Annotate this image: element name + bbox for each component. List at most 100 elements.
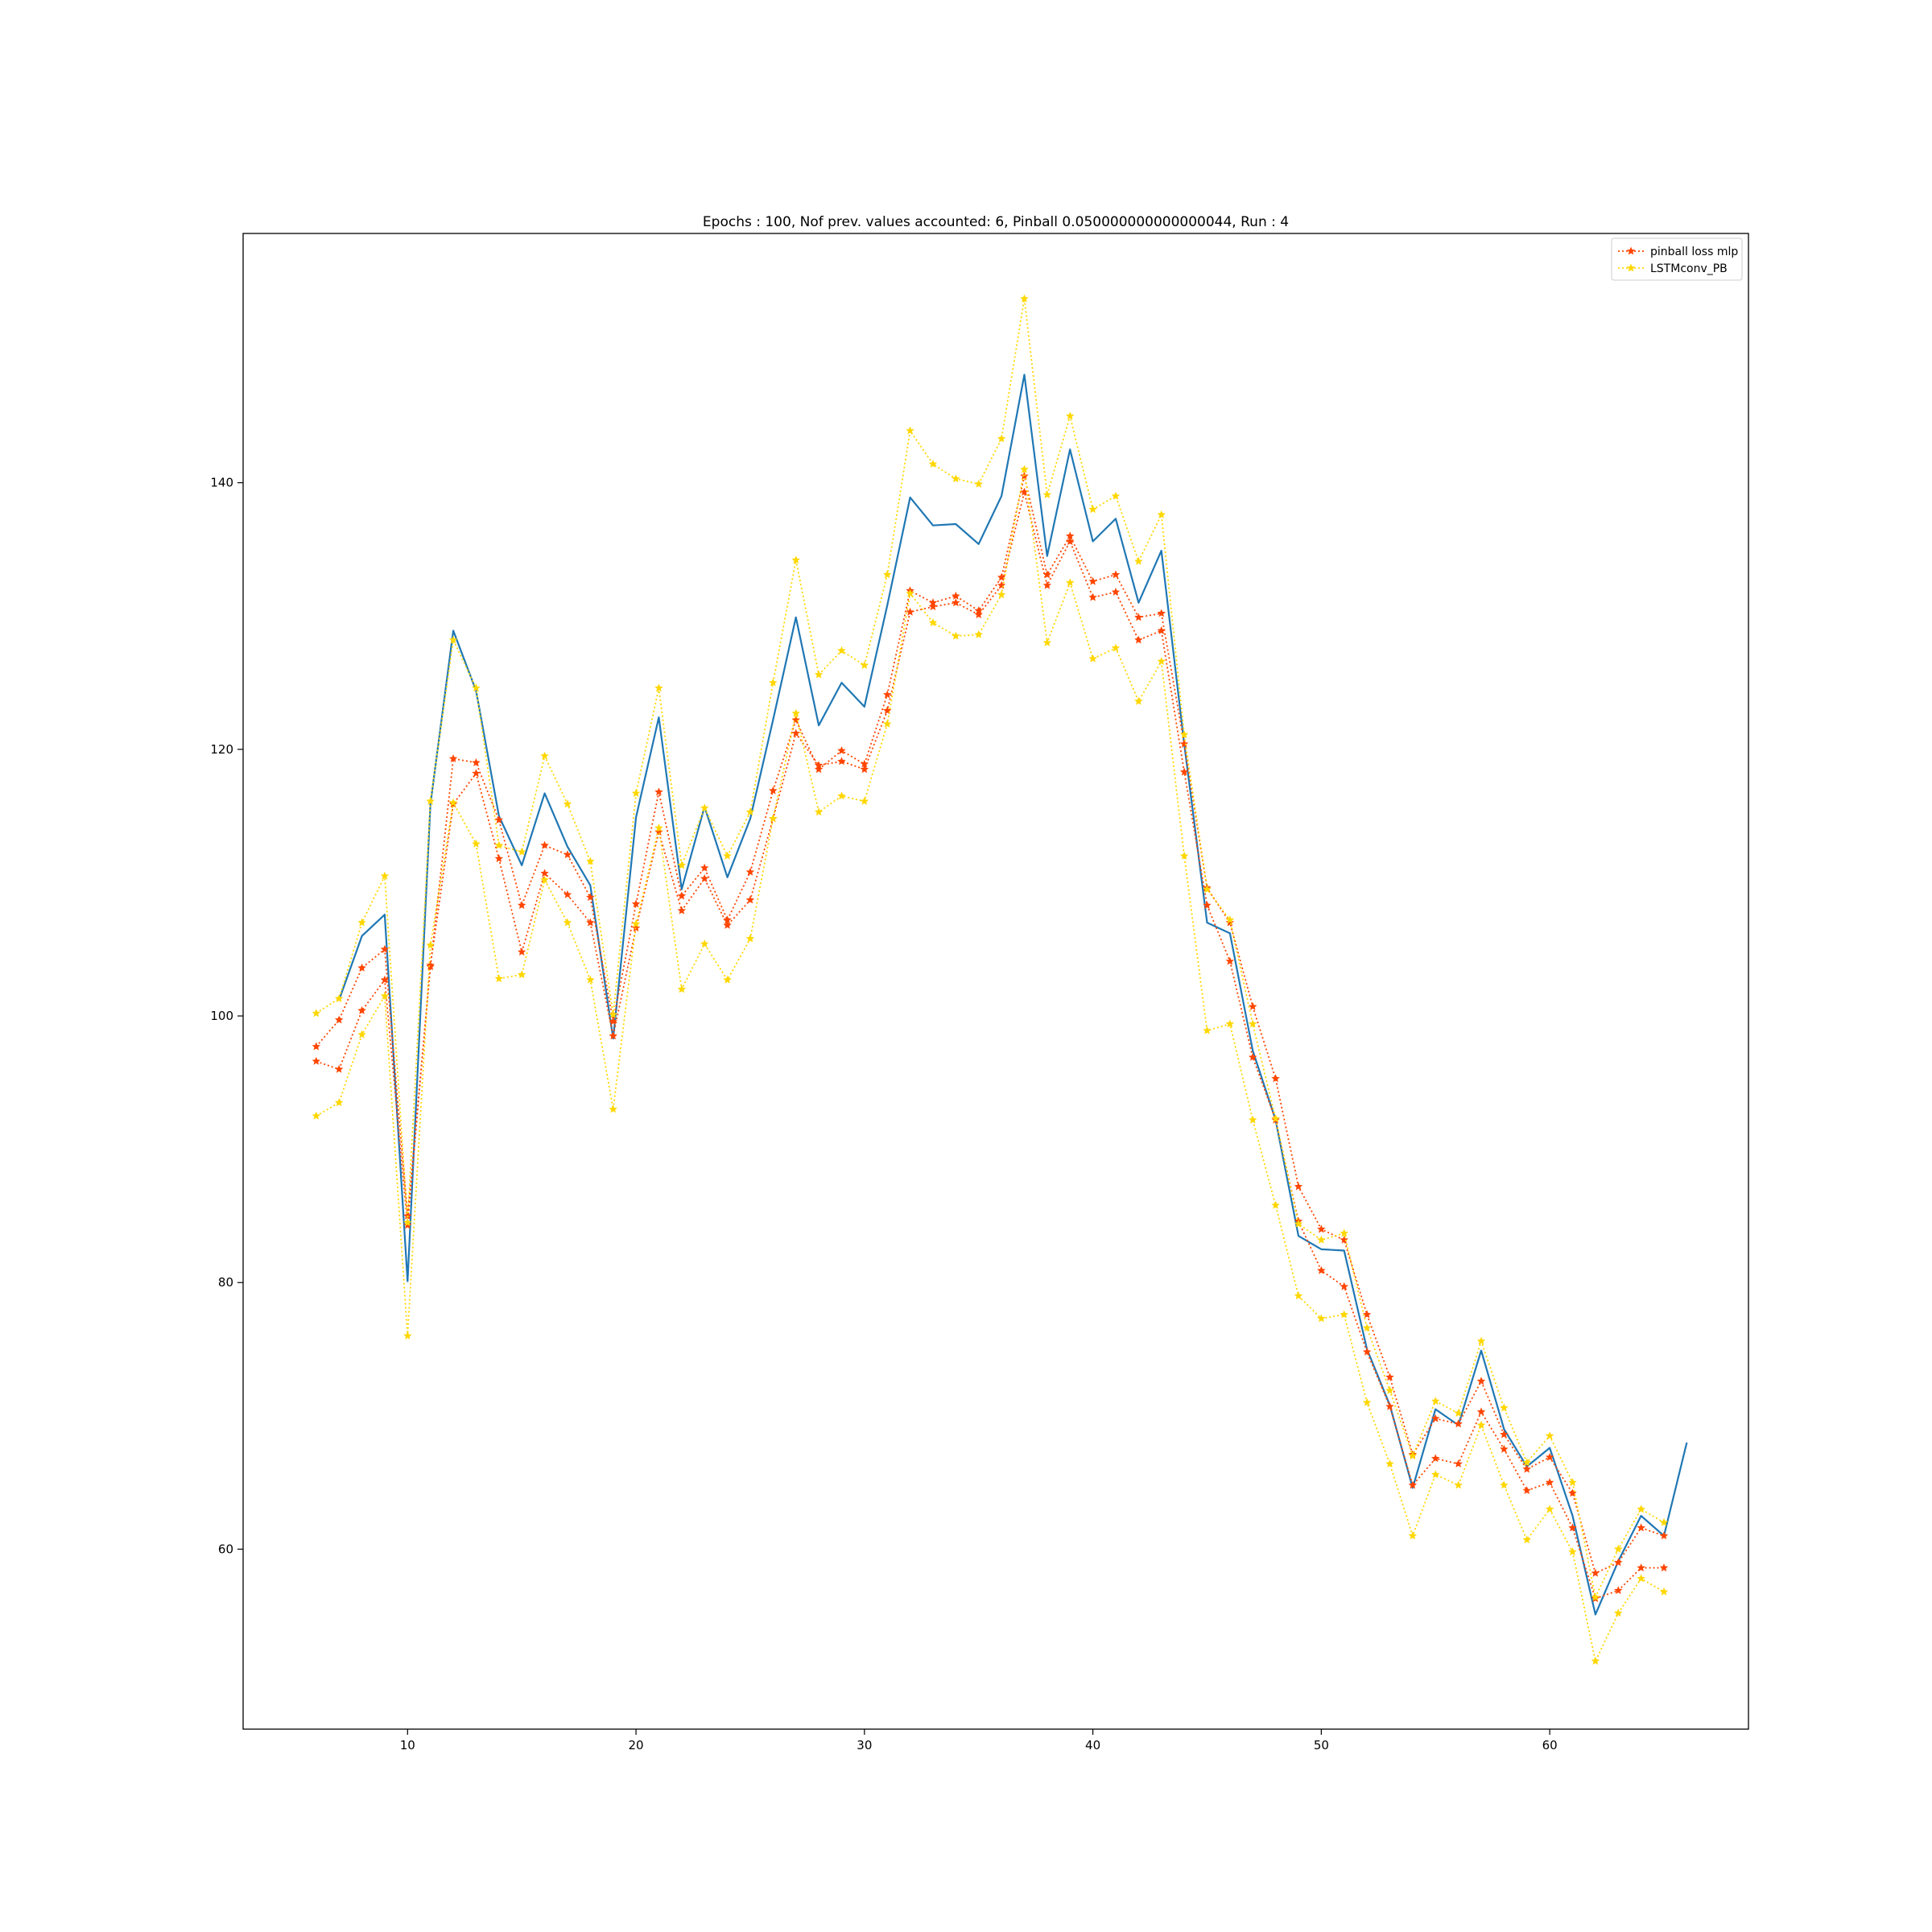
series-2-point bbox=[609, 1031, 617, 1040]
series-2-point bbox=[745, 895, 755, 904]
series-3-point bbox=[563, 799, 572, 808]
series-1-point bbox=[791, 715, 800, 724]
series-3-point bbox=[1614, 1544, 1623, 1553]
series-3-point bbox=[334, 994, 344, 1002]
series-2-point bbox=[1111, 588, 1121, 596]
series-2-point bbox=[472, 769, 481, 778]
series-2-point bbox=[312, 1056, 320, 1065]
y-tick-label: 140 bbox=[210, 476, 233, 490]
series-1-point bbox=[1111, 570, 1121, 579]
series-4-point bbox=[1476, 1420, 1486, 1429]
x-tick-label: 10 bbox=[400, 1738, 415, 1752]
series-3-point bbox=[1340, 1228, 1348, 1237]
series-3-point bbox=[1134, 556, 1143, 565]
series-4-point bbox=[1385, 1459, 1394, 1468]
series-2-line bbox=[316, 491, 1664, 1600]
series-4-point bbox=[312, 1111, 320, 1120]
series-2-point bbox=[631, 923, 641, 932]
series-2-point bbox=[1225, 956, 1235, 965]
series-4-point bbox=[494, 974, 503, 983]
series-3-point bbox=[586, 857, 595, 865]
series-1-point bbox=[837, 746, 846, 754]
series-0 bbox=[338, 374, 1688, 1616]
plot-area bbox=[312, 294, 1688, 1665]
series-3-point bbox=[1249, 1019, 1257, 1028]
series-2-point bbox=[791, 729, 800, 737]
series-2-point bbox=[654, 828, 663, 836]
series-3-point bbox=[1317, 1235, 1326, 1244]
series-4-point bbox=[769, 814, 778, 823]
series-3-point bbox=[1500, 1403, 1509, 1412]
series-2-point bbox=[1385, 1402, 1394, 1410]
series-3-point bbox=[814, 670, 824, 679]
series-1-point bbox=[1614, 1558, 1623, 1567]
series-4-point bbox=[1568, 1547, 1577, 1556]
series-2-point bbox=[1203, 901, 1212, 910]
series-1-point bbox=[540, 840, 549, 849]
x-tick-label: 40 bbox=[1085, 1738, 1100, 1752]
series-4-point bbox=[814, 807, 824, 816]
series-4-point bbox=[1591, 1657, 1600, 1665]
series-4-point bbox=[563, 918, 572, 927]
series-4-point bbox=[1545, 1505, 1554, 1513]
series-2-point bbox=[928, 602, 938, 611]
series-1-point bbox=[1454, 1419, 1463, 1428]
legend-item: pinball loss mlp bbox=[1618, 246, 1738, 258]
series-4-point bbox=[518, 970, 526, 979]
series-2-point bbox=[1637, 1563, 1645, 1572]
series-4-point bbox=[472, 839, 481, 848]
series-2-point bbox=[952, 598, 960, 607]
series-2-point bbox=[906, 607, 914, 616]
series-2-point bbox=[1545, 1478, 1554, 1487]
series-2-point bbox=[1249, 1052, 1257, 1061]
series-4 bbox=[312, 464, 1669, 1665]
series-4-point bbox=[906, 588, 914, 597]
y-tick-label: 80 bbox=[218, 1275, 233, 1290]
series-1-point bbox=[1134, 613, 1143, 621]
series-4-point bbox=[1431, 1470, 1440, 1479]
series-4-point bbox=[677, 985, 687, 993]
series-2-point bbox=[1476, 1407, 1486, 1416]
x-tick-label: 30 bbox=[857, 1738, 872, 1752]
series-2-point bbox=[1500, 1444, 1509, 1453]
series-4-point bbox=[540, 875, 549, 884]
series-3 bbox=[312, 294, 1669, 1601]
series-2-point bbox=[1614, 1586, 1623, 1595]
series-2-point bbox=[1454, 1459, 1463, 1468]
chart-title: Epochs : 100, Nof prev. values accounted… bbox=[703, 214, 1289, 230]
series-1-point bbox=[1225, 918, 1235, 927]
series-3-point bbox=[1225, 915, 1235, 924]
series-2-point bbox=[518, 947, 526, 956]
series-3-point bbox=[677, 861, 687, 869]
series-4-point bbox=[1134, 696, 1143, 705]
series-2-point bbox=[1362, 1347, 1372, 1356]
series-4-point bbox=[357, 1030, 366, 1038]
series-4-point bbox=[1408, 1531, 1418, 1540]
series-3-point bbox=[1362, 1323, 1372, 1331]
series-3-point bbox=[1042, 490, 1052, 498]
series-1-point bbox=[1500, 1430, 1509, 1439]
series-2-point bbox=[426, 960, 435, 969]
series-4-point bbox=[1522, 1535, 1531, 1544]
series-4-point bbox=[1042, 638, 1052, 646]
series-2-point bbox=[1179, 767, 1189, 776]
series-4-point bbox=[1066, 578, 1075, 587]
legend-swatch-marker bbox=[1626, 263, 1636, 272]
series-1-point bbox=[677, 891, 687, 900]
series-3-point bbox=[1111, 491, 1121, 500]
series-4-point bbox=[1454, 1480, 1463, 1489]
legend-label: pinball loss mlp bbox=[1650, 246, 1738, 258]
series-1-point bbox=[357, 963, 366, 972]
series-3-point bbox=[1020, 294, 1029, 303]
series-4-point bbox=[952, 631, 960, 640]
series-3-point bbox=[1385, 1385, 1394, 1394]
series-3-point bbox=[631, 789, 641, 797]
series-4-point bbox=[1088, 654, 1097, 663]
axes-frame bbox=[242, 233, 1749, 1730]
series-3-point bbox=[357, 918, 366, 927]
series-3-point bbox=[1454, 1409, 1463, 1417]
legend: pinball loss mlp LSTMconv_PB bbox=[1611, 237, 1743, 281]
y-tick-label: 60 bbox=[218, 1542, 233, 1556]
series-4-point bbox=[1179, 851, 1189, 860]
series-1-point bbox=[1362, 1310, 1372, 1319]
